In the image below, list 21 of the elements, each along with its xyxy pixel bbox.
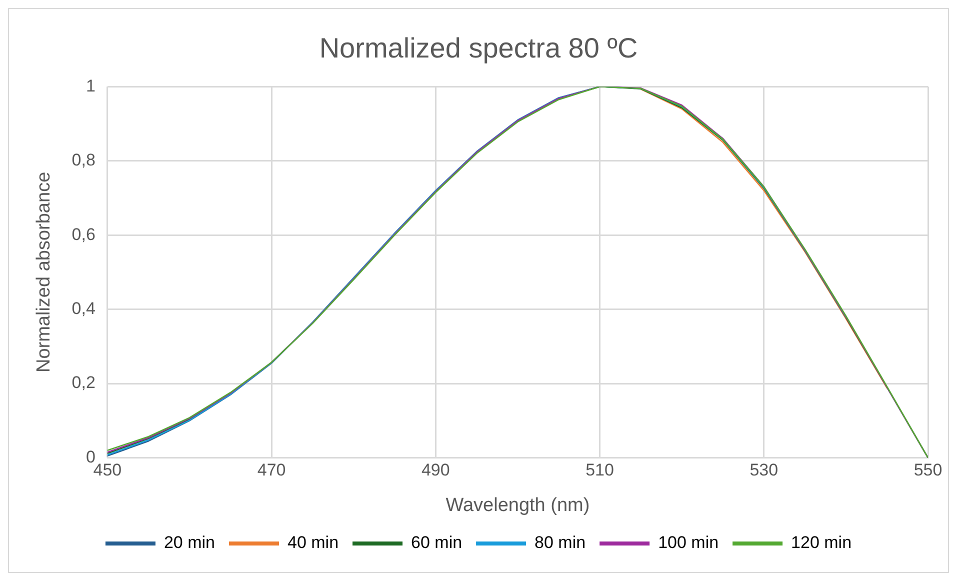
- x-tick-label: 490: [421, 460, 450, 480]
- legend-label: 20 min: [164, 533, 215, 552]
- x-tick-label: 550: [914, 460, 942, 480]
- legend-label: 60 min: [411, 533, 462, 552]
- y-tick-label: 0,6: [72, 224, 96, 244]
- x-tick-label: 470: [257, 460, 286, 480]
- chart-title: Normalized spectra 80 ºC: [319, 32, 638, 64]
- y-tick-label: 0: [86, 447, 96, 466]
- y-tick-label: 1: [86, 76, 96, 96]
- legend-label: 40 min: [287, 533, 339, 552]
- x-tick-label: 450: [93, 460, 122, 480]
- x-axis-title: Wavelength (nm): [446, 494, 590, 516]
- legend-label: 100 min: [658, 533, 719, 552]
- legend-label: 80 min: [534, 533, 586, 552]
- x-tick-label: 510: [586, 460, 614, 480]
- legend-label: 120 min: [791, 533, 852, 552]
- y-tick-label: 0,4: [72, 299, 96, 318]
- x-tick-label: 530: [750, 460, 778, 480]
- y-tick-label: 0,2: [72, 373, 96, 392]
- y-tick-label: 0,8: [72, 150, 96, 170]
- y-axis-title: Normalized absorbance: [34, 172, 55, 373]
